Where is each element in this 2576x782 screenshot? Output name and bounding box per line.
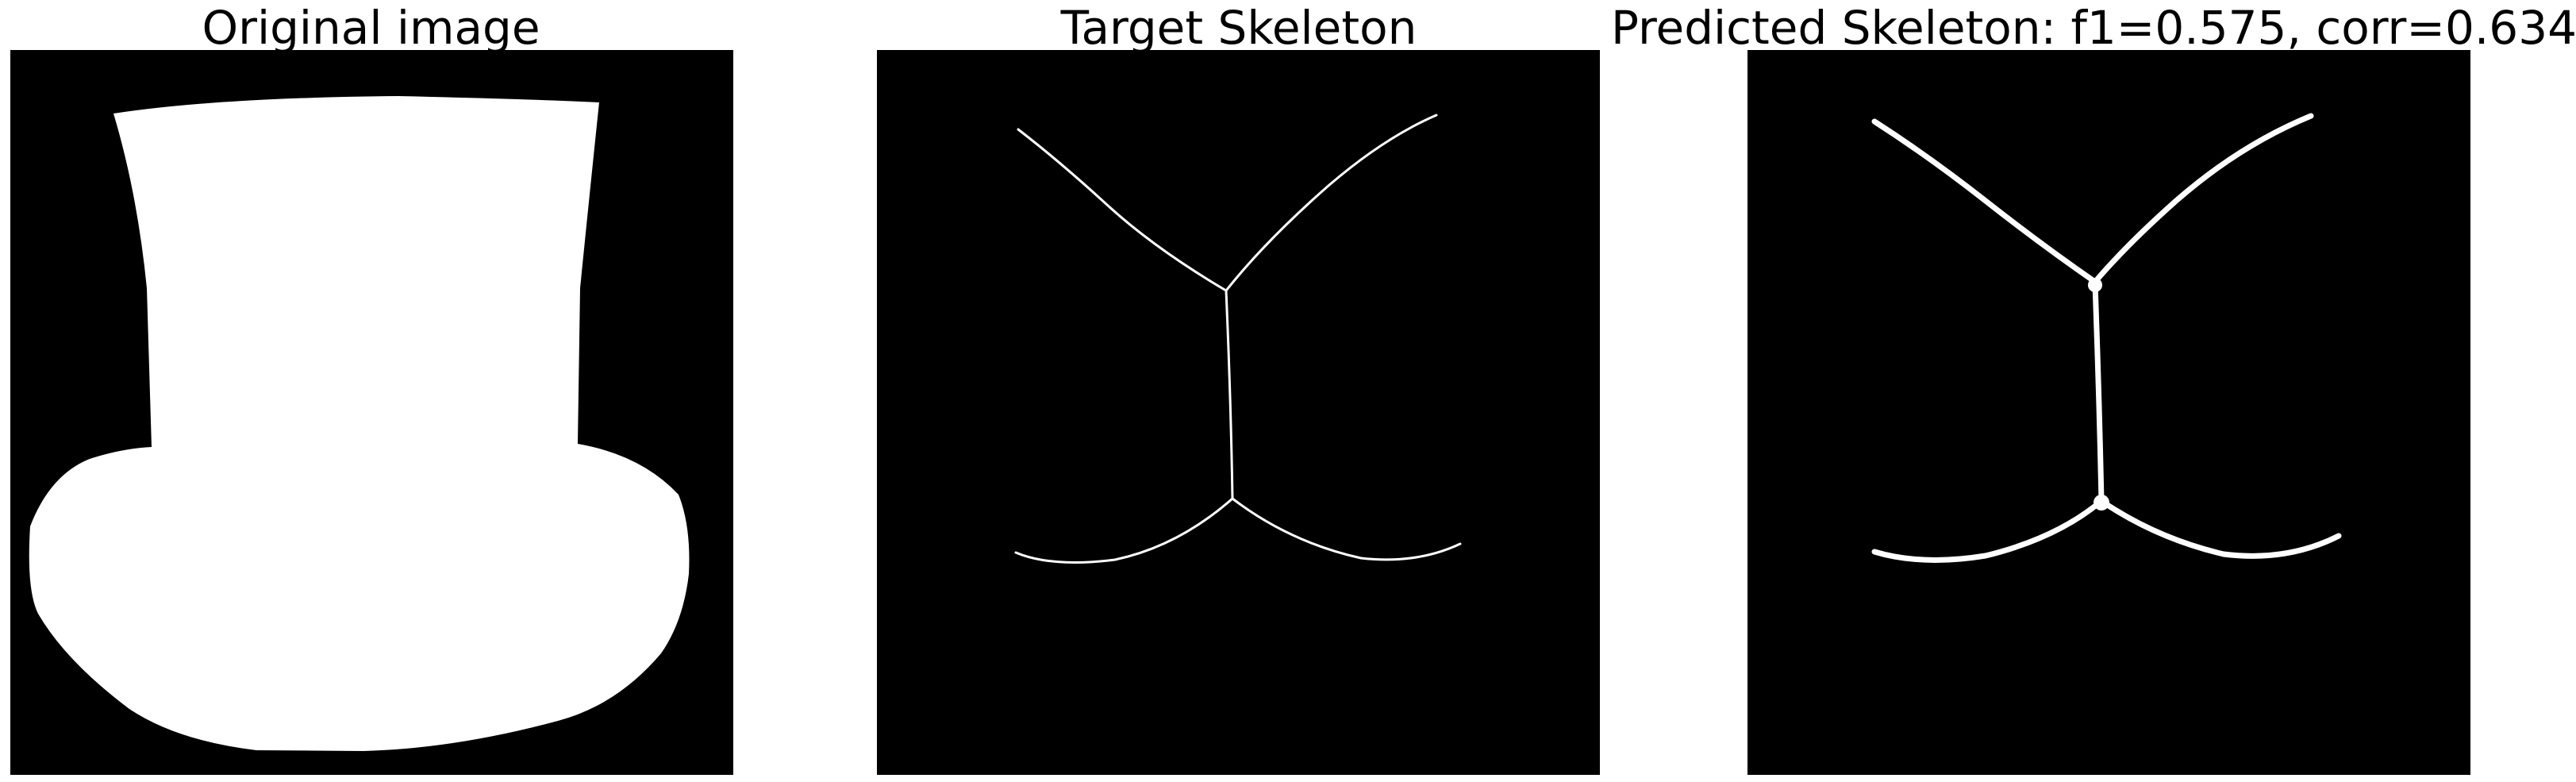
skeleton-branch-lower-right [1231, 497, 1462, 561]
panel-title-target: Target Skeleton [1060, 1, 1417, 55]
hat-silhouette-image [10, 50, 733, 775]
skeleton-branch-lower-left [1014, 497, 1234, 564]
predicted-branch-upper-left [1871, 118, 2098, 285]
predicted-skeleton-panel [1747, 50, 2470, 775]
predicted-branch-upper-right [2092, 113, 2314, 285]
skeleton-branch-upper-left [1017, 128, 1228, 292]
target-skeleton-image [877, 50, 1600, 775]
panel-title-predicted: Predicted Skeleton: f1=0.575, corr=0.634 [1611, 1, 2576, 55]
target-skeleton-panel [877, 50, 1600, 775]
predicted-junction-lower [2093, 495, 2109, 510]
predicted-trunk [2092, 281, 2105, 504]
predicted-skeleton-image [1747, 50, 2470, 775]
original-image-panel [10, 50, 733, 775]
predicted-branch-lower-left [1871, 498, 2105, 563]
panel-title-original: Original image [202, 1, 540, 55]
skeleton-branch-upper-right [1225, 114, 1438, 292]
predicted-junction-upper [2088, 278, 2102, 292]
predicted-branch-lower-right [2098, 498, 2342, 559]
hat-shape [29, 96, 690, 751]
skeleton-trunk [1225, 289, 1234, 500]
